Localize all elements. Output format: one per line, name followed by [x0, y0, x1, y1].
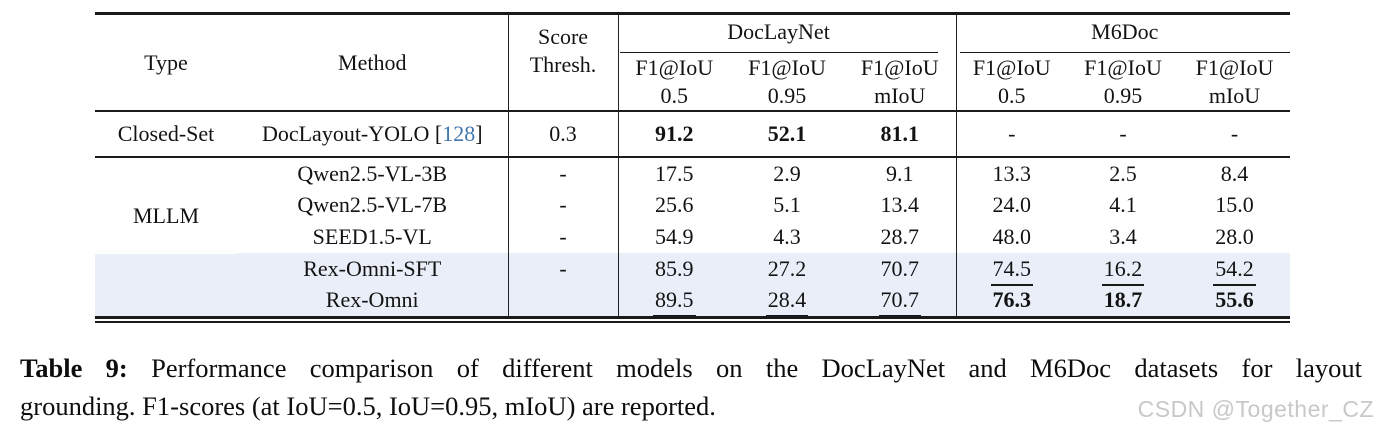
metric-cell: 13.3	[955, 157, 1067, 189]
method-cell: SEED1.5-VL	[312, 224, 432, 249]
metric-cell: 52.1	[730, 110, 844, 158]
table-row-qwen25-vl-3b: MLLM Qwen2.5-VL-3B - 17.5 2.9 9.1 13.3 2…	[95, 157, 1290, 317]
col-header-type: Type	[144, 49, 188, 75]
metric-cell: 81.1	[844, 110, 956, 158]
metric-cell: 8.4	[1220, 160, 1249, 186]
metric-cell: 89.5	[617, 285, 730, 318]
citation-open-bracket: [	[434, 121, 443, 146]
thresh-cell: 0.3	[507, 110, 618, 158]
caption-label: Table 9:	[20, 353, 128, 383]
col-group-doclaynet: DocLayNet	[617, 15, 956, 53]
col-header-m6doc-f1-095: F1@IoU 0.95	[1084, 54, 1162, 108]
metric-cell: 4.3	[773, 224, 801, 249]
metric-cell: 5.1	[773, 192, 801, 217]
thresh-cell: -	[507, 157, 618, 189]
metric-cell: -	[1067, 110, 1179, 158]
metric-cell: 70.7	[844, 253, 956, 285]
metric-cell: 17.5	[617, 157, 730, 189]
metric-cell: 28.0	[1215, 224, 1254, 249]
type-cell: Closed-Set	[95, 110, 237, 158]
col-header-score-thresh: Score Thresh.	[507, 15, 618, 111]
table-row-seed15-vl: SEED1.5-VL - 54.9 4.3 28.7 48.0 3.4 28.0	[95, 221, 1290, 253]
metric-cell: 18.7	[1067, 285, 1179, 317]
metric-cell: 9.1	[886, 160, 914, 186]
col-header-method: Method	[338, 49, 407, 75]
method-cell: Rex-Omni-SFT	[237, 253, 508, 285]
method-cell: Qwen2.5-VL-3B	[297, 160, 448, 186]
metric-cell: 3.4	[1109, 224, 1137, 249]
metric-cell: 25.6	[617, 189, 730, 221]
thresh-cell: -	[507, 253, 618, 285]
metric-cell: 85.9	[617, 253, 730, 285]
metric-cell: 70.7	[844, 285, 956, 318]
metric-cell: 4.1	[1109, 192, 1137, 217]
metric-cell: 54.9	[617, 221, 730, 253]
metric-cell: 55.6	[1179, 285, 1291, 317]
table-row-rex-omni-sft: Rex-Omni-SFT - 85.9 27.2 70.7 74.5 16.2 …	[95, 253, 1291, 286]
score-thresh-line1: Score	[537, 24, 589, 49]
metric-cell: 2.5	[1109, 160, 1137, 186]
group-label-doclaynet: DocLayNet	[619, 15, 938, 53]
table-row-rex-omni: Rex-Omni 89.5 28.4 70.7 76.3 18.7 55.6	[95, 285, 1291, 318]
thresh-cell: -	[507, 221, 618, 253]
col-header-doclaynet-f1-095: F1@IoU 0.95	[748, 54, 826, 108]
mllm-label: MLLM	[133, 202, 199, 228]
metric-cell: 27.2	[730, 253, 844, 285]
metric-cell: 13.4	[880, 192, 920, 217]
metric-cell: 74.5	[955, 253, 1067, 286]
col-header-m6doc-f1-miou: F1@IoU mIoU	[1195, 54, 1274, 108]
metric-cell: 28.4	[730, 285, 844, 318]
metric-cell: -	[955, 110, 1067, 158]
metric-cell: 28.7	[880, 224, 920, 249]
table-caption: Table 9: Performance comparison of diffe…	[20, 349, 1362, 425]
thresh-cell	[507, 285, 618, 317]
citation-link[interactable]: 128	[442, 121, 476, 146]
score-thresh-line2: Thresh.	[529, 52, 597, 77]
col-group-m6doc: M6Doc	[955, 15, 1291, 53]
method-cell: DocLayout-YOLO [128]	[237, 110, 508, 158]
method-cell: Qwen2.5-VL-7B	[297, 192, 448, 217]
col-header-doclaynet-f1-05: F1@IoU 0.5	[617, 53, 730, 111]
metric-cell: 91.2	[617, 110, 730, 158]
csdn-watermark: CSDN @Together_CZ	[1137, 396, 1374, 422]
metric-cell: 24.0	[955, 189, 1067, 221]
metric-cell: 54.2	[1179, 253, 1291, 286]
metric-cell: -	[1179, 110, 1291, 158]
method-cell: Rex-Omni	[237, 285, 508, 317]
type-cell-mllm: MLLM	[95, 157, 237, 317]
metric-cell: 16.2	[1067, 253, 1179, 286]
citation-close-bracket: ]	[475, 121, 483, 146]
col-header-doclaynet-f1-miou: F1@IoU mIoU	[860, 54, 939, 108]
results-table: Type Method Score Thresh. DocLayNet M6Do…	[95, 12, 1291, 323]
metric-cell: 15.0	[1215, 192, 1254, 217]
table-row-qwen25-vl-7b: Qwen2.5-VL-7B - 25.6 5.1 13.4 24.0 4.1 1…	[95, 189, 1290, 221]
caption-text-line1: Performance comparison of different mode…	[151, 353, 1362, 383]
metric-cell: 2.9	[773, 160, 801, 186]
caption-text-line2: grounding. F1-scores (at IoU=0.5, IoU=0.…	[20, 391, 716, 421]
col-header-m6doc-f1-05: F1@IoU 0.5	[955, 53, 1067, 111]
table-row-doclayout-yolo: Closed-Set DocLayout-YOLO [128] 0.3 91.2…	[95, 110, 1291, 158]
thresh-cell: -	[507, 189, 618, 221]
metric-cell: 76.3	[955, 285, 1067, 317]
group-label-m6doc: M6Doc	[959, 15, 1291, 53]
metric-cell: 48.0	[955, 221, 1067, 253]
